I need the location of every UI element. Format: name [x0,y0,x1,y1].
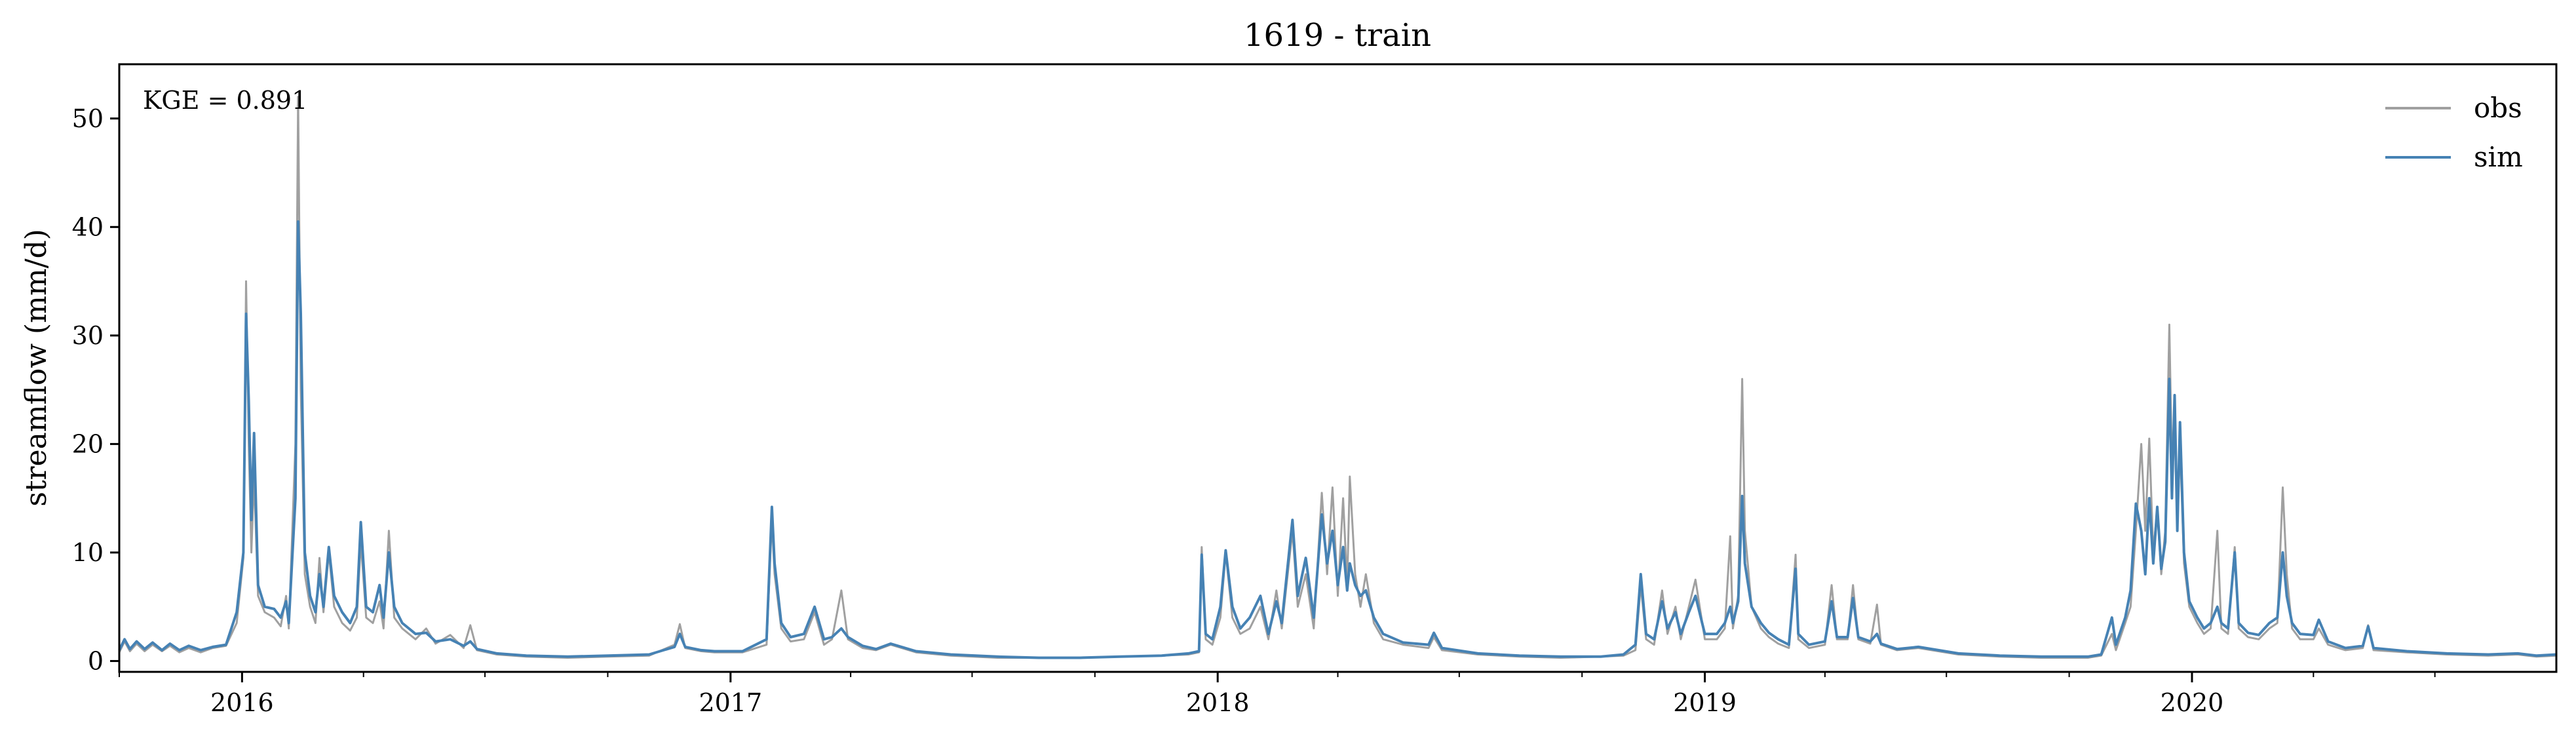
x-tick-label-2018: 2018 [1186,688,1250,717]
x-tick-label-2016: 2016 [210,688,274,717]
series-layer [118,96,2557,659]
kge-annotation: KGE = 0.891 [143,86,307,115]
legend-label-obs: obs [2474,92,2522,124]
y-tick-label-40: 40 [72,212,104,241]
legend: obs sim [2385,92,2523,173]
y-tick-label-50: 50 [72,104,104,133]
y-tick-label-0: 0 [88,646,104,675]
x-tick-label-2017: 2017 [699,688,762,717]
y-axis-label: streamflow (mm/d) [20,229,53,507]
x-tick-label-2020: 2020 [2161,688,2224,717]
plot-frame [118,63,2558,673]
legend-label-sim: sim [2474,141,2523,173]
series-line-sim [118,220,2557,659]
chart-title: 1619 - train [1244,17,1431,54]
y-tick-label-10: 10 [72,538,104,567]
x-tick-label-2019: 2019 [1673,688,1737,717]
y-tick-label-20: 20 [72,429,104,458]
axis-ticks: 0 10 20 30 40 50 2016 2017 2018 2019 2020 [72,104,2436,717]
y-tick-label-30: 30 [72,321,104,350]
